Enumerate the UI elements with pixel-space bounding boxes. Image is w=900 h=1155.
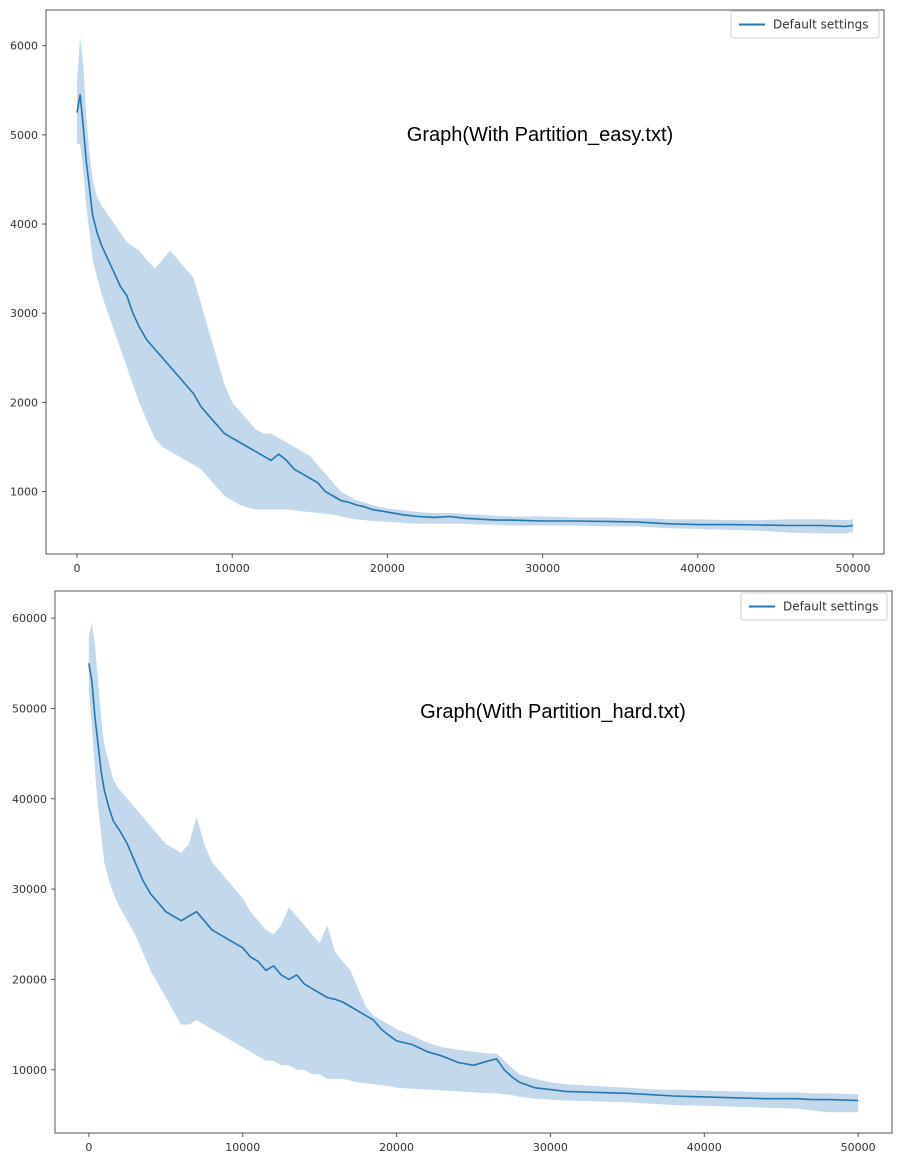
chart-annotation: Graph(With Partition_easy.txt) [407, 124, 673, 146]
legend-label: Default settings [773, 18, 869, 32]
x-tick-label: 30000 [525, 562, 560, 575]
chart-svg: 0 10000 20000 30000 40000 50000 1000 2000 3000 40… [10, 9, 885, 575]
chart-partition-hard: 0 10000 20000 30000 40000 50000 10000 20000 3000… [0, 578, 900, 1155]
confidence-band [77, 36, 853, 534]
x-tick-label: 10000 [215, 562, 250, 575]
x-tick-label: 20000 [379, 1141, 414, 1154]
legend: Default settings [730, 10, 880, 39]
legend-box [740, 592, 888, 621]
y-tick-label: 40000 [12, 793, 47, 806]
x-tick-label: 50000 [841, 1141, 876, 1154]
x-tick-label: 10000 [225, 1141, 260, 1154]
x-tick-label: 50000 [835, 562, 870, 575]
y-tick-label: 20000 [12, 973, 47, 986]
plot-frame [54, 590, 893, 1134]
y-tick-label: 3000 [10, 307, 38, 320]
y-tick-label: 10000 [12, 1064, 47, 1077]
y-tick-label: 4000 [10, 218, 38, 231]
legend-box [730, 10, 880, 39]
legend-label: Default settings [783, 600, 879, 614]
chart-partition-easy: 0 10000 20000 30000 40000 50000 1000 2000 3000 40… [10, 9, 885, 575]
y-tick-label: 50000 [12, 702, 47, 715]
series-line-default-settings [88, 663, 859, 1102]
x-tick-label: 40000 [687, 1141, 722, 1154]
x-tick-label: 0 [74, 562, 81, 575]
chart-svg: 0 10000 20000 30000 40000 50000 10000 20000 3000… [12, 590, 893, 1154]
x-tick-label: 30000 [533, 1141, 568, 1154]
y-tick-label: 1000 [10, 486, 38, 499]
x-tick-label: 40000 [680, 562, 715, 575]
plot-frame [45, 9, 885, 555]
x-tick-label: 20000 [370, 562, 405, 575]
y-tick-label: 2000 [10, 396, 38, 409]
legend: Default settings [740, 592, 888, 621]
y-tick-label: 30000 [12, 883, 47, 896]
x-tick-label: 0 [85, 1141, 92, 1154]
y-tick-label: 6000 [10, 40, 38, 53]
y-tick-label: 60000 [12, 612, 47, 625]
confidence-band [88, 622, 859, 1113]
series-line-default-settings [76, 93, 854, 528]
chart-annotation: Graph(With Partition_hard.txt) [420, 701, 686, 723]
y-tick-label: 5000 [10, 129, 38, 142]
